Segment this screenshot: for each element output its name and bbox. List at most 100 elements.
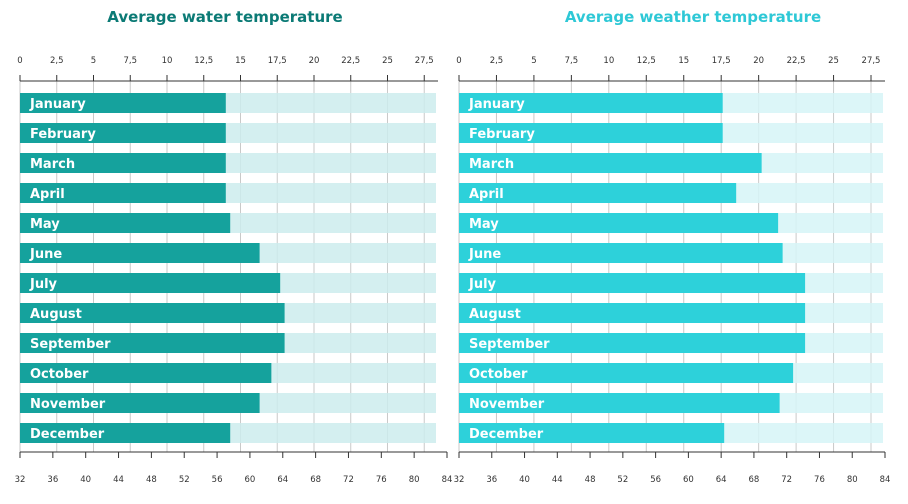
top-axis: 0 2,5 5 7,5 10 12,5 15 17,5 20 22,5 25 27,5 [17, 56, 438, 82]
bar-november [459, 393, 780, 413]
bar-label: March [30, 157, 75, 172]
bar-label: January [468, 97, 525, 112]
top-tick-label: 10 [162, 56, 173, 66]
bottom-tick-label: 40 [80, 475, 91, 485]
bottom-tick-label: 56 [650, 475, 661, 485]
top-tick-label: 12,5 [194, 56, 213, 66]
bar-may [459, 213, 779, 233]
bar-label: April [30, 187, 65, 202]
top-tick-label: 12,5 [637, 56, 656, 66]
bottom-tick-label: 76 [376, 475, 387, 485]
bar-label: December [469, 427, 544, 442]
bar-october [20, 363, 272, 383]
bottom-tick-label: 40 [519, 475, 530, 485]
bottom-tick-label: 68 [749, 475, 760, 485]
top-tick-label: 22,5 [341, 56, 360, 66]
bar-label: November [469, 397, 545, 412]
bar-april [20, 183, 226, 203]
bar-february [20, 123, 226, 143]
bar-february [459, 123, 723, 143]
bar-label: December [30, 427, 105, 442]
bar-label: March [469, 157, 514, 172]
bar-march [20, 153, 226, 173]
bar-september [459, 333, 806, 353]
top-tick-label: 7,5 [565, 56, 579, 66]
bar-december [459, 423, 725, 443]
bottom-tick-label: 84 [880, 475, 891, 485]
bottom-tick-label: 64 [277, 475, 288, 485]
bar-label: August [30, 307, 82, 322]
bar-label: April [469, 187, 504, 202]
bar-label: February [30, 127, 96, 142]
bar-august [459, 303, 806, 323]
bar-january [459, 93, 723, 113]
bar-june [459, 243, 783, 263]
bottom-tick-label: 48 [585, 475, 596, 485]
bar-label: October [469, 367, 528, 382]
top-tick-label: 27,5 [862, 56, 881, 66]
bar-july [459, 273, 806, 293]
bar-label: June [468, 247, 501, 262]
top-tick-label: 17,5 [712, 56, 731, 66]
top-tick-label: 7,5 [123, 56, 137, 66]
bar-label: February [469, 127, 535, 142]
top-tick-label: 25 [382, 56, 393, 66]
bottom-tick-label: 48 [146, 475, 157, 485]
top-tick-label: 0 [17, 56, 22, 66]
bottom-tick-label: 60 [683, 475, 694, 485]
chart-panel-2: Average weather temperature January Februa… [454, 8, 891, 485]
top-tick-label: 15 [678, 56, 689, 66]
bottom-tick-label: 32 [454, 475, 465, 485]
bottom-tick-label: 36 [47, 475, 58, 485]
bar-label: June [29, 247, 62, 262]
top-axis: 0 2,5 5 7,5 10 12,5 15 17,5 20 22,5 25 27,5 [456, 56, 885, 82]
bottom-axis: 32 36 40 44 48 52 56 60 64 68 72 76 80 84 [15, 451, 453, 485]
bottom-tick-label: 44 [552, 475, 563, 485]
bottom-tick-label: 64 [716, 475, 727, 485]
bar-july [20, 273, 281, 293]
top-tick-label: 20 [753, 56, 764, 66]
bottom-tick-label: 52 [617, 475, 628, 485]
chart-title: Average water temperature [107, 8, 342, 26]
bar-march [459, 153, 762, 173]
top-tick-label: 22,5 [787, 56, 806, 66]
bar-december [20, 423, 231, 443]
bottom-tick-label: 60 [245, 475, 256, 485]
bar-label: July [468, 277, 497, 292]
bar-label: July [29, 277, 58, 292]
top-tick-label: 25 [828, 56, 839, 66]
top-tick-label: 17,5 [268, 56, 287, 66]
bottom-tick-label: 36 [486, 475, 497, 485]
bars: January February March April May June July Augu… [459, 93, 883, 443]
bottom-axis: 32 36 40 44 48 52 56 60 64 68 72 76 80 84 [454, 451, 891, 485]
bottom-tick-label: 80 [409, 475, 420, 485]
chart-panel-1: Average water temperature January February… [15, 8, 453, 485]
bar-june [20, 243, 260, 263]
bar-april [459, 183, 737, 203]
bar-label: August [469, 307, 521, 322]
bottom-tick-label: 68 [310, 475, 321, 485]
bar-label: May [469, 217, 499, 232]
bar-label: January [29, 97, 86, 112]
bottom-tick-label: 32 [15, 475, 26, 485]
top-tick-label: 10 [603, 56, 614, 66]
bars: January February March April May June July Augu… [20, 93, 436, 443]
bar-november [20, 393, 260, 413]
bottom-tick-label: 76 [814, 475, 825, 485]
top-tick-label: 15 [235, 56, 246, 66]
top-tick-label: 27,5 [415, 56, 434, 66]
bottom-tick-label: 52 [179, 475, 190, 485]
top-tick-label: 2,5 [50, 56, 64, 66]
bar-january [20, 93, 226, 113]
chart-title: Average weather temperature [565, 8, 821, 26]
bar-october [459, 363, 794, 383]
bar-label: September [30, 337, 111, 352]
top-tick-label: 0 [456, 56, 461, 66]
bottom-tick-label: 44 [113, 475, 124, 485]
top-tick-label: 5 [531, 56, 536, 66]
bottom-tick-label: 84 [442, 475, 453, 485]
bottom-tick-label: 72 [343, 475, 354, 485]
top-tick-label: 2,5 [490, 56, 504, 66]
bar-label: May [30, 217, 60, 232]
